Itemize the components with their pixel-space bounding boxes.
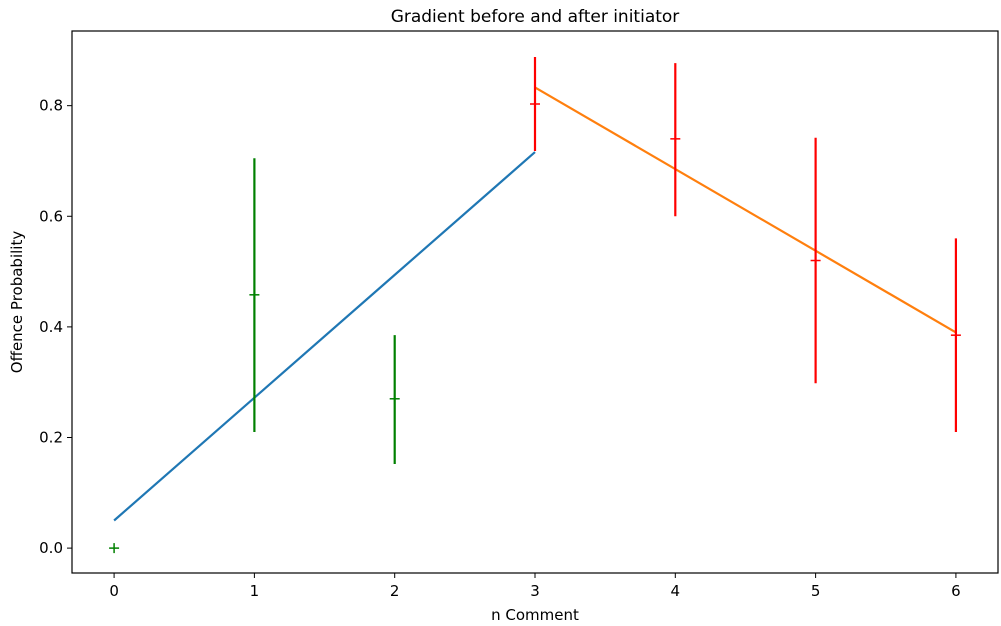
fit-line-2	[534, 86, 957, 334]
x-tick-label: 2	[390, 582, 400, 600]
x-tick-label: 0	[109, 582, 119, 600]
y-tick-label: 0.4	[39, 318, 63, 336]
x-tick-label: 4	[671, 582, 681, 600]
x-axis-label: n Comment	[491, 606, 579, 624]
x-tick-label: 6	[951, 582, 961, 600]
y-tick-label: 0.8	[39, 97, 63, 115]
y-tick-label: 0.6	[39, 207, 63, 225]
y-tick-label: 0.0	[39, 539, 63, 557]
axes: 0 1 2 3 4 5 6 0.0 0.2 0.4 0.6 0.8	[39, 97, 961, 600]
x-tick-label: 3	[530, 582, 540, 600]
y-axis-label: Offence Probability	[8, 231, 26, 374]
x-tick-label: 5	[811, 582, 821, 600]
chart-title: Gradient before and after initiator	[391, 7, 680, 27]
x-tick-label: 1	[250, 582, 260, 600]
plot-area	[109, 56, 961, 554]
y-tick-label: 0.2	[39, 429, 63, 447]
fit-line-1	[113, 151, 536, 522]
